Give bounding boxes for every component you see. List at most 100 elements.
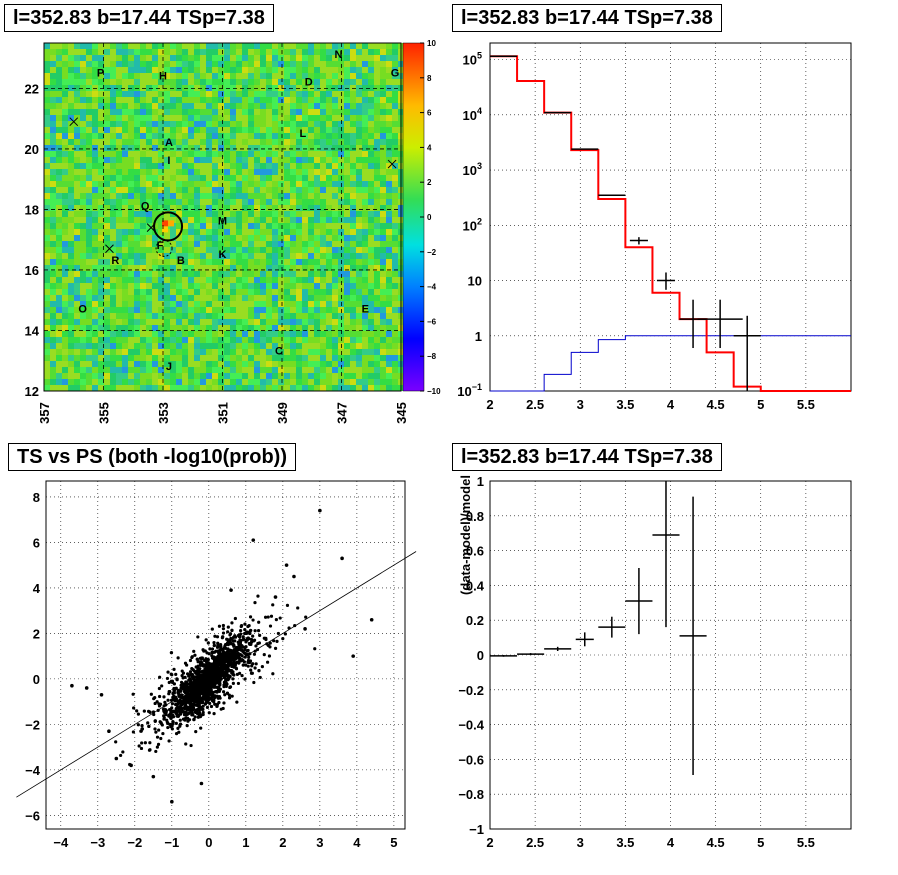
- heatmap-cell: [248, 61, 254, 67]
- heatmap-cell: [158, 241, 164, 247]
- heatmap-cell: [212, 259, 218, 265]
- heatmap-cell: [146, 331, 152, 337]
- heatmap-cell: [122, 271, 128, 277]
- heatmap-cell: [182, 223, 188, 229]
- heatmap-cell: [68, 139, 74, 145]
- heatmap-cell: [302, 301, 308, 307]
- heatmap-cell: [158, 307, 164, 313]
- heatmap-cell: [182, 145, 188, 151]
- heatmap-cell: [122, 73, 128, 79]
- heatmap-cell: [140, 247, 146, 253]
- heatmap-cell: [122, 175, 128, 181]
- heatmap-cell: [200, 205, 206, 211]
- heatmap-cell: [182, 331, 188, 337]
- heatmap-cell: [98, 385, 104, 391]
- heatmap-cell: [356, 145, 362, 151]
- heatmap-cell: [68, 193, 74, 199]
- heatmap-cell: [296, 205, 302, 211]
- heatmap-cell: [158, 73, 164, 79]
- heatmap-cell: [272, 55, 278, 61]
- heatmap-cell: [344, 361, 350, 367]
- heatmap-cell: [386, 157, 392, 163]
- heatmap-cell: [116, 85, 122, 91]
- heatmap-cell: [200, 97, 206, 103]
- heatmap-cell: [242, 205, 248, 211]
- heatmap-cell: [104, 379, 110, 385]
- heatmap-cell: [92, 223, 98, 229]
- heatmap-cell: [116, 373, 122, 379]
- heatmap-cell: [128, 385, 134, 391]
- heatmap-cell: [44, 145, 50, 151]
- heatmap-cell: [188, 151, 194, 157]
- heatmap-cell: [260, 289, 266, 295]
- heatmap-cell: [128, 217, 134, 223]
- heatmap-cell: [86, 247, 92, 253]
- heatmap-cell: [176, 97, 182, 103]
- heatmap-cell: [362, 133, 368, 139]
- heatmap-cell: [302, 319, 308, 325]
- heatmap-cell: [308, 349, 314, 355]
- heatmap-cell: [176, 121, 182, 127]
- heatmap-cell: [368, 157, 374, 163]
- heatmap-cell: [86, 241, 92, 247]
- heatmap-cell: [350, 139, 356, 145]
- heatmap-cell: [152, 127, 158, 133]
- heatmap-cell: [212, 139, 218, 145]
- scatter-point: [174, 721, 178, 725]
- heatmap-cell: [152, 385, 158, 391]
- heatmap-cell: [98, 277, 104, 283]
- heatmap-cell: [170, 319, 176, 325]
- heatmap-cell: [116, 301, 122, 307]
- heatmap-cell: [176, 301, 182, 307]
- heatmap-cell: [266, 145, 272, 151]
- heatmap-cell: [188, 289, 194, 295]
- heatmap-cell: [338, 301, 344, 307]
- heatmap-cell: [56, 241, 62, 247]
- heatmap-cell: [362, 109, 368, 115]
- heatmap-cell: [56, 295, 62, 301]
- heatmap-cell: [308, 199, 314, 205]
- heatmap-cell: [188, 109, 194, 115]
- heatmap-cell: [248, 265, 254, 271]
- heatmap-cell: [98, 355, 104, 361]
- heatmap-cell: [260, 301, 266, 307]
- heatmap-cell: [224, 133, 230, 139]
- heatmap-cell: [320, 139, 326, 145]
- heatmap-cell: [314, 349, 320, 355]
- heatmap-cell: [290, 271, 296, 277]
- heatmap-cell: [116, 379, 122, 385]
- heatmap-cell: [206, 259, 212, 265]
- heatmap-cell: [188, 283, 194, 289]
- heatmap-cell: [62, 217, 68, 223]
- heatmap-cell: [380, 115, 386, 121]
- heatmap-cell: [134, 73, 140, 79]
- heatmap-cell: [308, 115, 314, 121]
- heatmap-cell: [68, 349, 74, 355]
- heatmap-cell: [110, 337, 116, 343]
- heatmap-cell: [320, 313, 326, 319]
- heatmap-cell: [356, 277, 362, 283]
- heatmap-cell: [254, 337, 260, 343]
- heatmap-cell: [50, 325, 56, 331]
- heatmap-cell: [338, 289, 344, 295]
- heatmap-cell: [392, 349, 398, 355]
- heatmap-cell: [236, 91, 242, 97]
- heatmap-cell: [326, 193, 332, 199]
- heatmap-cell: [104, 307, 110, 313]
- heatmap-cell: [218, 187, 224, 193]
- heatmap-cell: [146, 175, 152, 181]
- heatmap-cell: [44, 295, 50, 301]
- heatmap-cell: [242, 241, 248, 247]
- heatmap-cell: [266, 283, 272, 289]
- heatmap-cell: [326, 325, 332, 331]
- heatmap-cell: [80, 187, 86, 193]
- heatmap-cell: [152, 79, 158, 85]
- heatmap-cell: [236, 61, 242, 67]
- heatmap-cell: [92, 121, 98, 127]
- heatmap-cell: [170, 55, 176, 61]
- heatmap-cell: [242, 181, 248, 187]
- heatmap-cell: [128, 211, 134, 217]
- heatmap-cell: [164, 385, 170, 391]
- heatmap-cell: [194, 301, 200, 307]
- heatmap-cell: [296, 139, 302, 145]
